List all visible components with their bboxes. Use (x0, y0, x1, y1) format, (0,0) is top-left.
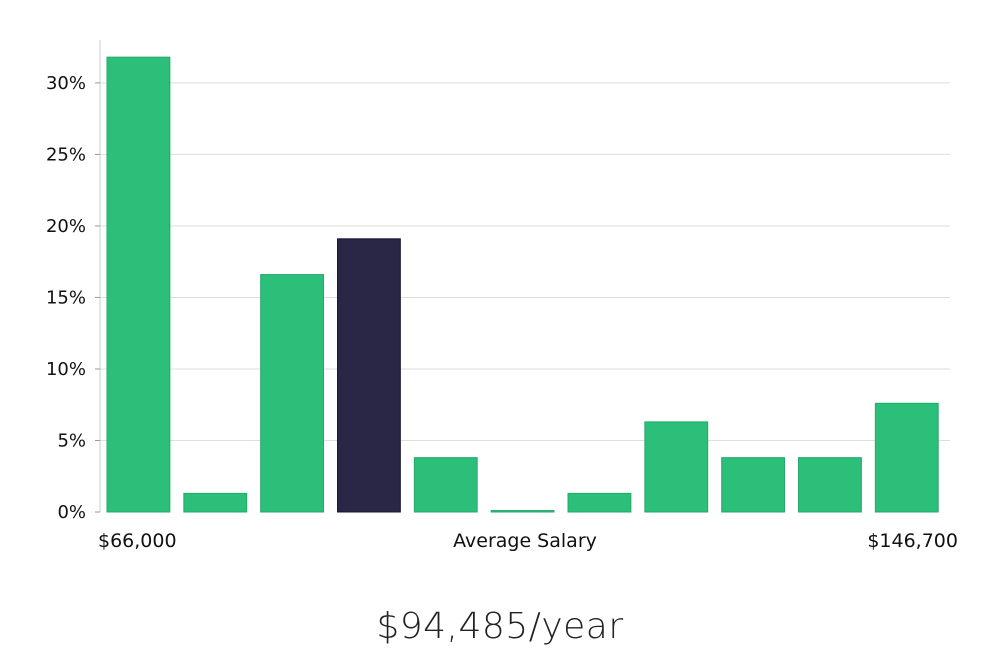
bar (721, 457, 786, 513)
bars (106, 56, 939, 513)
y-tick-label: 25% (46, 144, 86, 165)
x-min-label: $66,000 (98, 530, 177, 552)
salary-histogram: 0% 5% 10% 15% 20% 25% 30% $66,000 Average Sala… (46, 40, 958, 552)
y-tick-label: 0% (57, 502, 86, 523)
bar (413, 457, 478, 513)
bar (567, 492, 632, 513)
bar (798, 457, 862, 513)
grid-lines (100, 82, 950, 441)
bar (874, 402, 939, 513)
bar (490, 510, 555, 513)
average-salary-value: $94,485/year (376, 606, 624, 647)
y-axis: 0% 5% 10% 15% 20% 25% 30% (46, 40, 101, 523)
bar (106, 56, 171, 513)
y-tick-label: 20% (46, 216, 86, 237)
bar (260, 274, 325, 513)
y-tick-label: 5% (57, 430, 86, 451)
x-axis: $66,000 Average Salary $146,700 (98, 530, 958, 552)
bar-highlighted (337, 238, 401, 513)
bar (183, 492, 248, 513)
x-axis-title: Average Salary (453, 530, 597, 552)
y-tick-label: 30% (46, 73, 86, 94)
x-max-label: $146,700 (867, 530, 958, 552)
y-tick-label: 15% (46, 287, 86, 308)
bar (644, 421, 709, 513)
y-tick-label: 10% (46, 359, 86, 380)
